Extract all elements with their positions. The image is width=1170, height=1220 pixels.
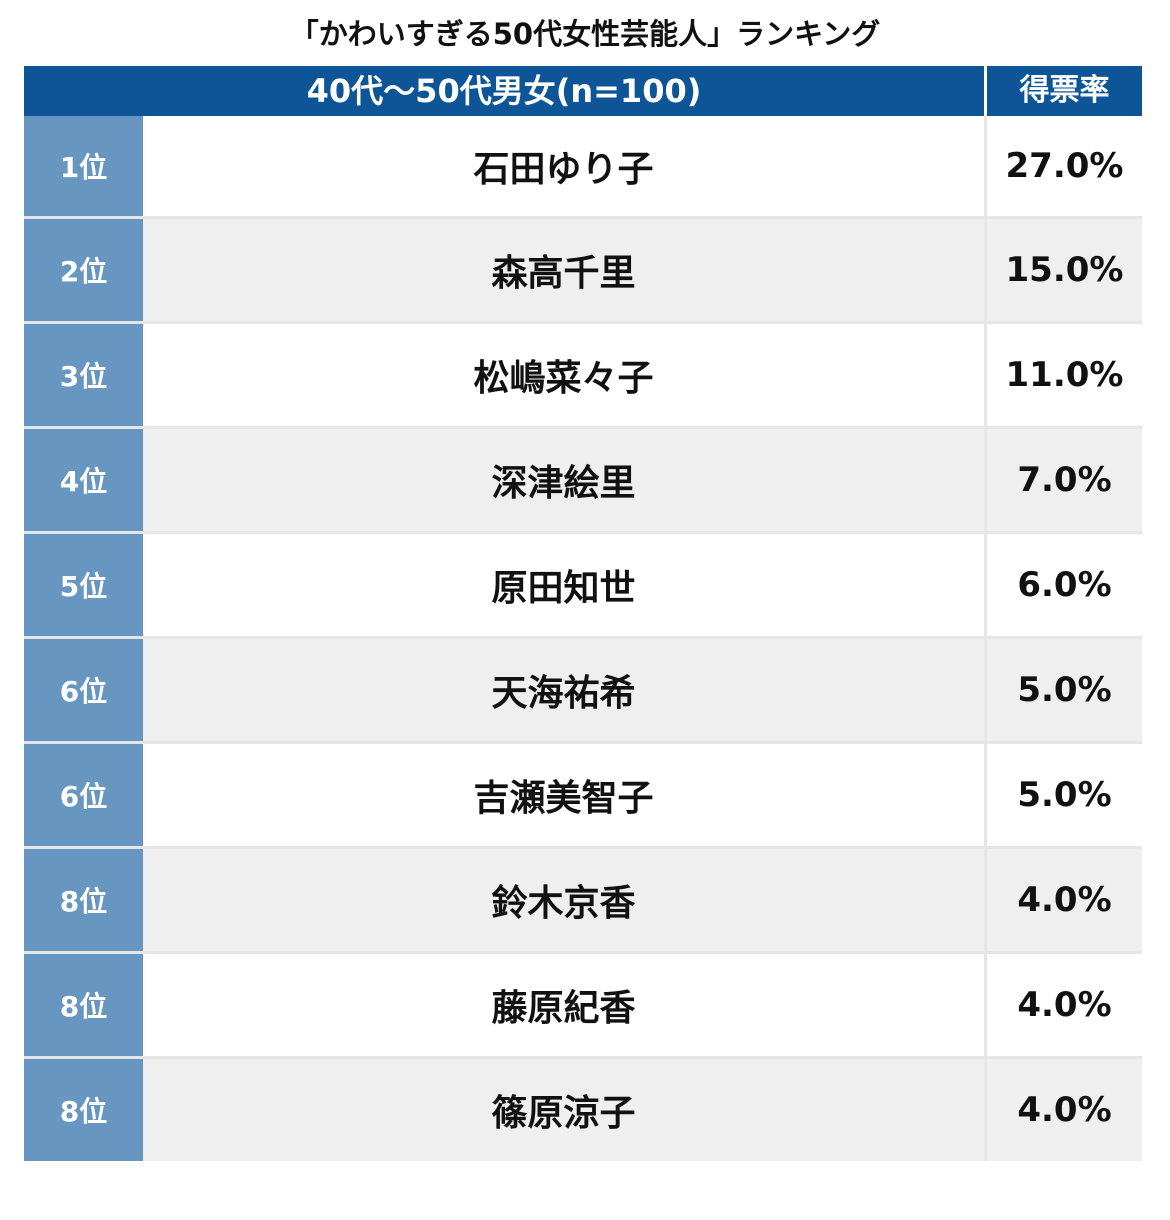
rate-cell: 6.0%	[987, 534, 1142, 636]
table-row: 8位 藤原紀香 4.0%	[24, 951, 1142, 1056]
header-group-label: 40代〜50代男女(n=100)	[24, 66, 984, 116]
table-row: 2位 森高千里 15.0%	[24, 216, 1142, 321]
name-cell: 原田知世	[143, 534, 984, 636]
rank-cell: 8位	[24, 1059, 143, 1161]
column-divider	[984, 639, 987, 741]
column-divider	[984, 534, 987, 636]
name-cell: 藤原紀香	[143, 954, 984, 1056]
rate-cell: 4.0%	[987, 1059, 1142, 1161]
name-cell: 吉瀬美智子	[143, 744, 984, 846]
column-divider	[984, 849, 987, 951]
column-divider	[984, 429, 987, 531]
table-row: 4位 深津絵里 7.0%	[24, 426, 1142, 531]
rate-cell: 4.0%	[987, 954, 1142, 1056]
rank-cell: 1位	[24, 116, 143, 216]
rate-cell: 4.0%	[987, 849, 1142, 951]
table-row: 1位 石田ゆり子 27.0%	[24, 116, 1142, 216]
rank-cell: 8位	[24, 849, 143, 951]
rank-cell: 8位	[24, 954, 143, 1056]
header-divider	[984, 66, 987, 116]
rank-cell: 6位	[24, 639, 143, 741]
ranking-table: 40代〜50代男女(n=100) 得票率 1位 石田ゆり子 27.0% 2位 森高千里 1…	[24, 66, 1142, 1161]
rank-cell: 4位	[24, 429, 143, 531]
rate-cell: 7.0%	[987, 429, 1142, 531]
name-cell: 天海祐希	[143, 639, 984, 741]
rate-cell: 5.0%	[987, 744, 1142, 846]
name-cell: 深津絵里	[143, 429, 984, 531]
rank-cell: 6位	[24, 744, 143, 846]
rate-cell: 5.0%	[987, 639, 1142, 741]
table-row: 8位 鈴木京香 4.0%	[24, 846, 1142, 951]
column-divider	[984, 219, 987, 321]
column-divider	[984, 744, 987, 846]
name-cell: 松嶋菜々子	[143, 324, 984, 426]
column-divider	[984, 954, 987, 1056]
column-divider	[984, 1059, 987, 1161]
rank-cell: 3位	[24, 324, 143, 426]
name-cell: 石田ゆり子	[143, 116, 984, 216]
table-row: 8位 篠原涼子 4.0%	[24, 1056, 1142, 1161]
table-row: 6位 天海祐希 5.0%	[24, 636, 1142, 741]
table-row: 5位 原田知世 6.0%	[24, 531, 1142, 636]
table-row: 6位 吉瀬美智子 5.0%	[24, 741, 1142, 846]
table-row: 3位 松嶋菜々子 11.0%	[24, 321, 1142, 426]
chart-title: 「かわいすぎる50代女性芸能人」ランキング	[289, 17, 881, 51]
name-cell: 森高千里	[143, 219, 984, 321]
name-cell: 鈴木京香	[143, 849, 984, 951]
rate-cell: 15.0%	[987, 219, 1142, 321]
column-divider	[984, 324, 987, 426]
header-rate-label: 得票率	[987, 66, 1142, 116]
table-body: 1位 石田ゆり子 27.0% 2位 森高千里 15.0% 3位 松嶋菜々子 11.0% 4位 深津絵…	[24, 116, 1142, 1161]
name-cell: 篠原涼子	[143, 1059, 984, 1161]
rank-cell: 2位	[24, 219, 143, 321]
rank-cell: 5位	[24, 534, 143, 636]
rate-cell: 11.0%	[987, 324, 1142, 426]
table-header: 40代〜50代男女(n=100) 得票率	[24, 66, 1142, 116]
column-divider	[984, 116, 987, 216]
rate-cell: 27.0%	[987, 116, 1142, 216]
